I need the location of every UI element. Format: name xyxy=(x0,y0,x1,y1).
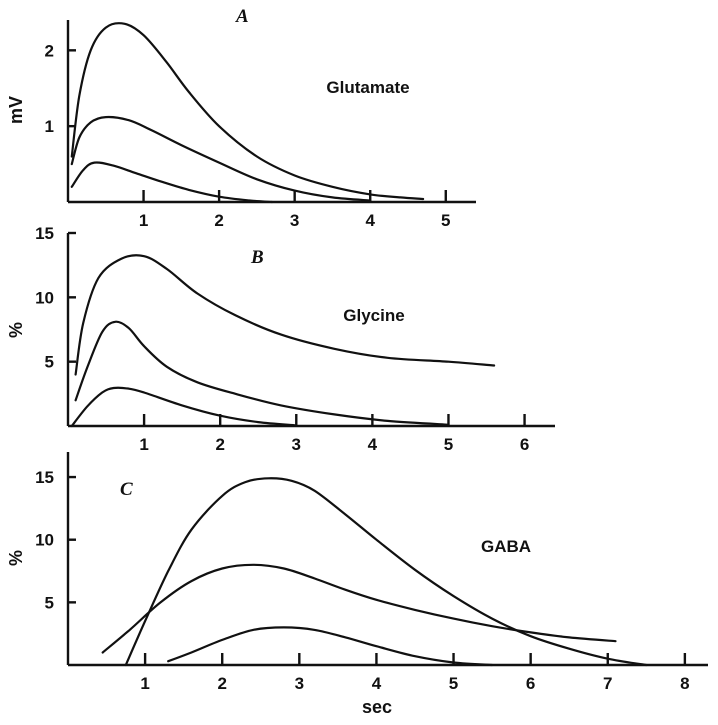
y-tick-label: 1 xyxy=(45,117,54,136)
panel-gaba: 1 2 3 4 5 6 7 8 5 10 15% C GABA xyxy=(6,452,708,693)
gaba-curve-1 xyxy=(124,477,648,667)
panel-glycine: 1 2 3 4 5 6 5 10 15% B Glycine xyxy=(6,224,555,454)
y-tick-label: 10 xyxy=(35,531,54,550)
x-tick-label: 5 xyxy=(449,674,458,693)
x-tick-label: 4 xyxy=(372,674,382,693)
x-tick-label: 6 xyxy=(526,674,535,693)
x-tick-label: 5 xyxy=(444,435,453,454)
panel-glutamate: 1 2 3 4 5 1 2 mV A Glutamate xyxy=(6,6,476,230)
y-tick-label: 15 xyxy=(35,468,54,487)
x-tick-label: 7 xyxy=(603,674,612,693)
glycine-curve-1 xyxy=(74,254,496,376)
x-tick-label: 8 xyxy=(680,674,689,693)
panel-annotation: Glycine xyxy=(343,306,404,325)
x-axis-label: sec xyxy=(362,697,392,717)
x-tick-label: 3 xyxy=(292,435,301,454)
y-tick-label: 10 xyxy=(35,288,54,307)
x-tick-label: 5 xyxy=(441,211,450,230)
gaba-curve-3 xyxy=(167,626,494,667)
y-axis-label: % xyxy=(6,322,26,338)
x-tick-label: 1 xyxy=(139,211,148,230)
y-tick-label: 2 xyxy=(45,41,54,60)
panel-annotation: Glutamate xyxy=(326,78,409,97)
y-tick-label: 5 xyxy=(45,593,54,612)
glycine-curve-2 xyxy=(74,320,450,426)
x-tick-label: 2 xyxy=(215,435,224,454)
x-tick-label: 2 xyxy=(217,674,226,693)
y-axis-label: % xyxy=(6,550,26,566)
x-tick-label: 1 xyxy=(139,435,148,454)
glutamate-curve-2 xyxy=(70,115,372,202)
x-tick-label: 6 xyxy=(520,435,529,454)
glycine-curve-3 xyxy=(70,386,298,428)
panel-letter: B xyxy=(250,247,264,268)
y-axis-label: mV xyxy=(6,96,26,124)
x-tick-label: 2 xyxy=(214,211,223,230)
gaba-curve-2 xyxy=(101,563,617,654)
x-tick-label: 3 xyxy=(290,211,299,230)
panel-annotation: GABA xyxy=(481,537,531,556)
x-tick-label: 4 xyxy=(368,435,378,454)
panel-letter: A xyxy=(235,6,249,27)
panel-letter: C xyxy=(120,479,133,500)
x-tick-label: 3 xyxy=(295,674,304,693)
y-tick-label: 15 xyxy=(35,224,54,243)
x-tick-label: 1 xyxy=(140,674,149,693)
y-tick-label: 5 xyxy=(45,353,54,372)
glutamate-curve-3 xyxy=(70,161,274,204)
glutamate-curve-1 xyxy=(70,22,425,201)
x-tick-label: 4 xyxy=(365,211,375,230)
